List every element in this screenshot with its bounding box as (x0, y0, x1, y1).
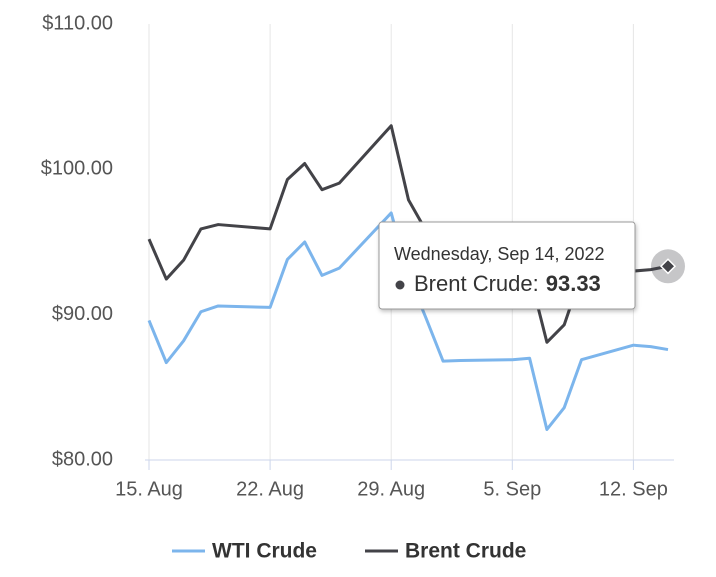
y-tick-label: $90.00 (52, 303, 113, 325)
tooltip: Wednesday, Sep 14, 2022 Brent Crude: 93.33 (378, 221, 636, 310)
tooltip-text: Brent Crude: 93.33 (414, 271, 601, 296)
tooltip-label: Brent Crude: (414, 271, 539, 296)
x-tick-label: 15. Aug (115, 478, 183, 500)
x-tick-label: 5. Sep (483, 478, 541, 500)
x-tick-label: 22. Aug (236, 478, 304, 500)
tooltip-box (378, 221, 636, 310)
tooltip-header: Wednesday, Sep 14, 2022 (394, 244, 605, 264)
hover-marker (659, 258, 677, 275)
tooltip-bullet (395, 280, 405, 290)
legend-label: Brent Crude (405, 540, 526, 563)
tooltip-value: 93.33 (546, 271, 601, 296)
x-tick-label: 12. Sep (599, 478, 668, 500)
legend-label: WTI Crude (212, 540, 317, 563)
x-tick-label: 29. Aug (357, 478, 425, 500)
y-tick-label: $80.00 (52, 448, 113, 470)
y-tick-label: $100.00 (41, 158, 113, 180)
y-tick-label: $110.00 (42, 12, 113, 34)
